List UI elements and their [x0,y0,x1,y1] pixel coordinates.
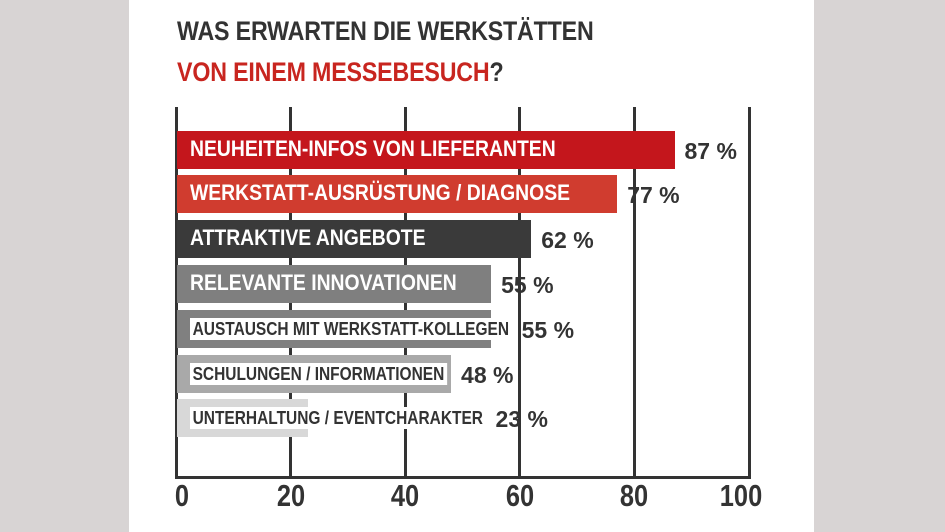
bar-label: WERKSTATT-AUSRÜSTUNG / DIAGNOSE [190,180,571,205]
bar [177,131,675,169]
bar-label: SCHULUNGEN / INFORMATIONEN [190,363,447,385]
bar-label: ATTRAKTIVE ANGEBOTE [190,225,426,250]
x-tick-label: 80 [620,478,649,513]
x-tick-label: 20 [276,478,305,513]
value-label: 77 % [627,182,680,208]
value-label: 62 % [541,227,594,253]
value-label: 55 % [501,272,554,298]
bar-label: NEUHEITEN-INFOS VON LIEFERANTEN [190,136,556,161]
gridline [518,107,522,479]
x-axis-line [175,476,751,479]
value-label: 87 % [684,138,737,164]
value-label: 48 % [461,362,514,388]
x-tick-label: 60 [505,478,534,513]
gridline [632,107,636,479]
bar-label: RELEVANTE INNOVATIONEN [190,270,457,295]
value-label: 55 % [521,317,575,343]
chart-title-line1: WAS ERWARTEN DIE WERKSTÄTTEN [177,16,594,46]
value-label: 23 % [495,406,548,432]
y-axis-line [175,107,178,479]
chart-title-line2: VON EINEM MESSEBESUCH? [177,57,504,88]
bar-label: UNTERHALTUNG / EVENTCHARAKTER [190,407,486,429]
chart-title-suffix: ? [489,57,504,87]
x-tick-label: 40 [391,478,420,513]
x-tick-label: 0 [174,478,190,513]
gridline [747,107,751,479]
chart-title-highlight: VON EINEM MESSEBESUCH [177,57,490,87]
bar-label: AUSTAUSCH MIT WERKSTATT-KOLLEGEN [190,318,512,340]
bar [177,265,492,303]
bar [177,220,532,258]
x-tick-label: 100 [719,478,763,513]
bar [177,175,618,213]
